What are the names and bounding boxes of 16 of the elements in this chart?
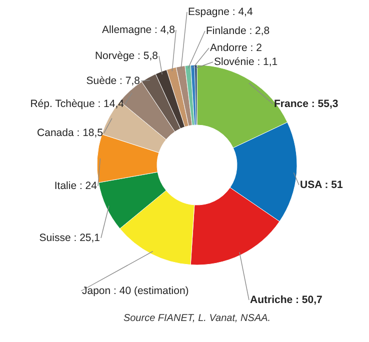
slice-label: Norvège : 5,8: [94, 50, 158, 62]
slice-label: Autriche : 50,7: [250, 294, 323, 306]
slice-label: Espagne : 4,4: [188, 6, 253, 18]
slice-label: Suisse : 25,1: [39, 232, 100, 244]
slice-label: Canada : 18,5: [37, 127, 104, 139]
slice-label: France : 55,3: [274, 98, 338, 110]
slice-label: Allemagne : 4,8: [102, 24, 176, 36]
slice-label: Rép. Tchèque : 14,4: [30, 98, 124, 110]
slice-label: Slovénie : 1,1: [214, 56, 278, 68]
slice-label: USA : 51: [300, 179, 343, 191]
slice-label: Italie : 24: [54, 180, 98, 192]
slice-label: Suède : 7,8: [86, 75, 140, 87]
slice-label: Finlande : 2,8: [206, 25, 270, 37]
slice-label: Japon : 40 (estimation): [82, 285, 189, 297]
source-note: Source FIANET, L. Vanat, NSAA.: [123, 313, 271, 324]
slice-label: Andorre : 2: [210, 42, 262, 54]
